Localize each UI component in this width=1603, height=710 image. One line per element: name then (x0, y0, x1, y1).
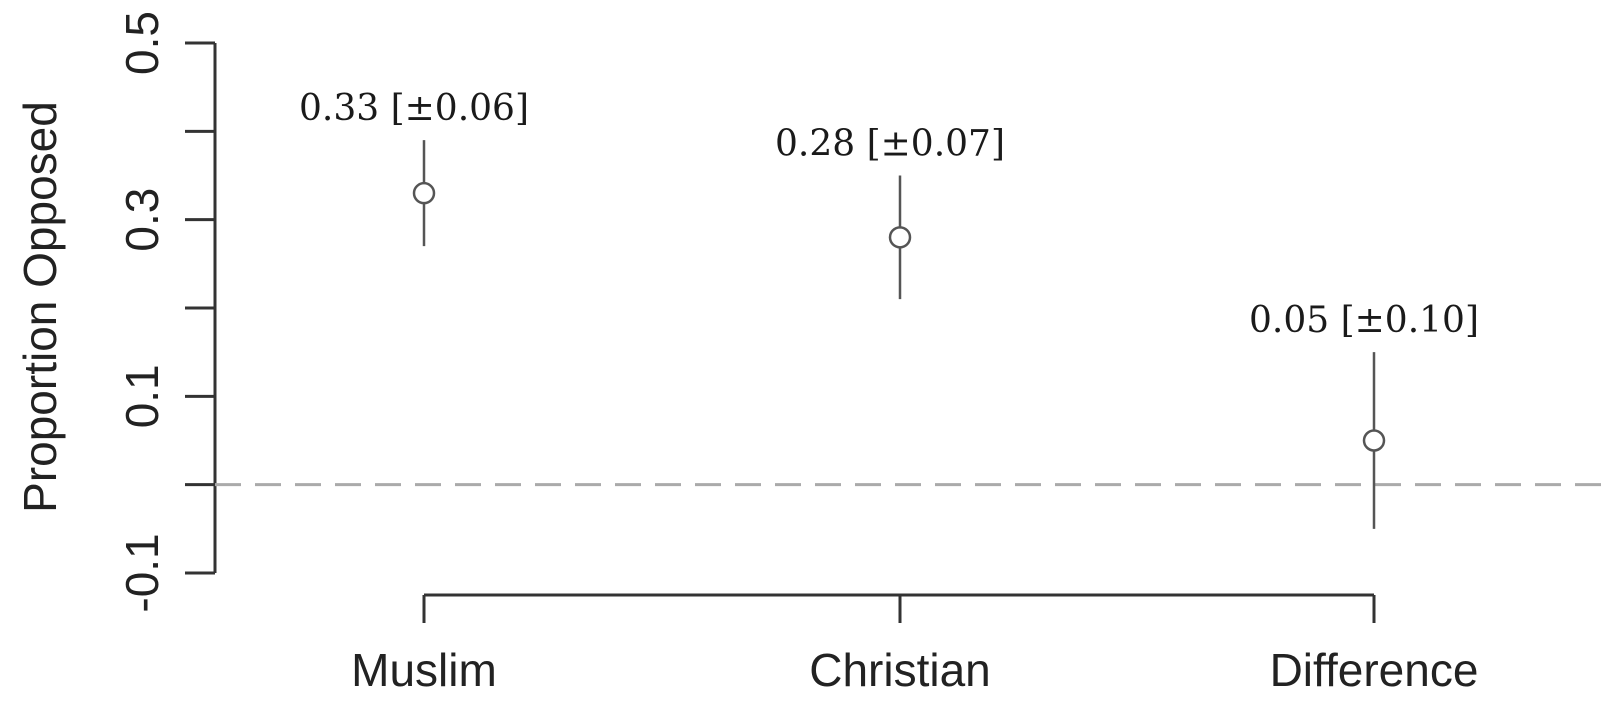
data-point (888, 226, 912, 249)
y-tick-label: 0.1 (116, 364, 168, 428)
data-point (412, 181, 436, 205)
x-tick-label: Christian (809, 644, 991, 696)
y-axis-title: Proportion Opposed (14, 101, 66, 513)
y-axis: -0.1 0.1 0.3 0.5 (116, 11, 217, 613)
y-tick-label: 0.3 (116, 188, 168, 252)
data-label: 0.05 [±0.10] (1249, 300, 1479, 341)
data-points (412, 140, 1386, 529)
data-point (1362, 429, 1386, 452)
x-tick-label: Difference (1270, 644, 1479, 696)
data-labels: 0.33 [±0.06] 0.28 [±0.07] 0.05 [±0.10] (299, 88, 1479, 341)
x-tick-label: Muslim (351, 644, 497, 696)
y-tick-label: -0.1 (116, 533, 168, 612)
y-tick-label: 0.5 (116, 11, 168, 75)
x-axis: Muslim Christian Difference (351, 593, 1479, 696)
data-label: 0.33 [±0.06] (299, 88, 529, 129)
data-label: 0.28 [±0.07] (775, 124, 1005, 165)
